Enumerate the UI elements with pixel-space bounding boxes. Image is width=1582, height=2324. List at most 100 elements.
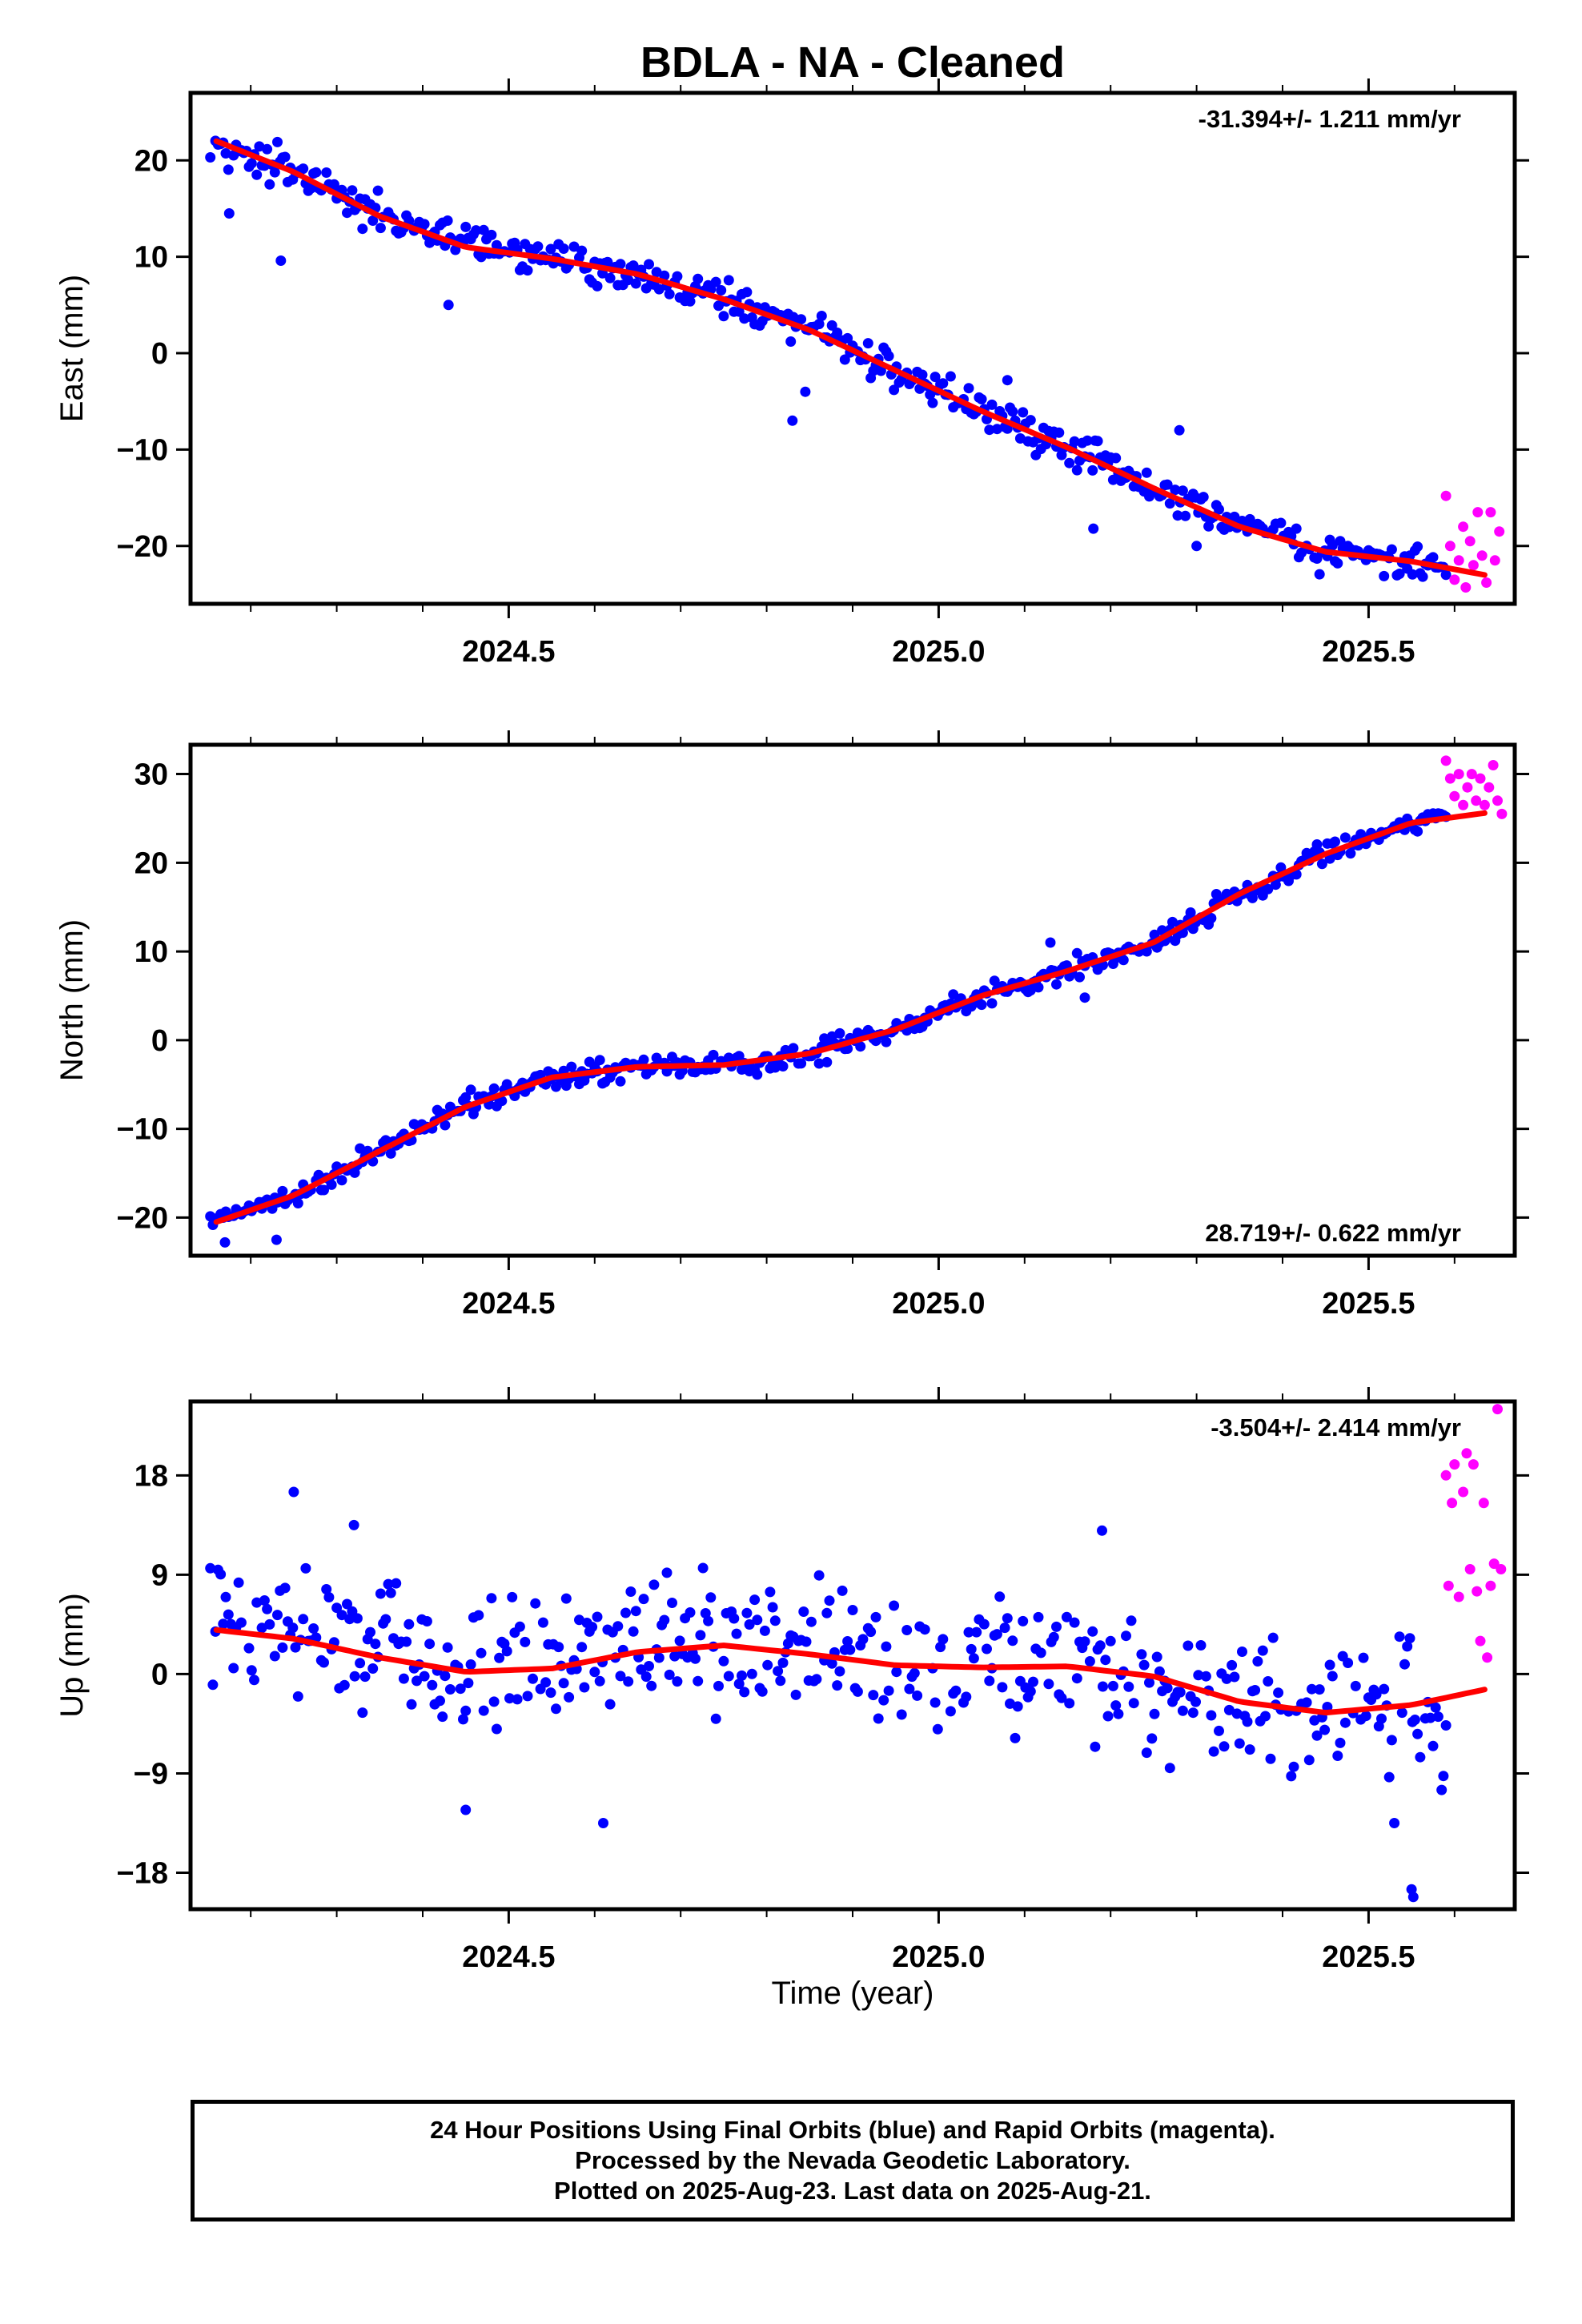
- final-orbit-point: [777, 1061, 789, 1072]
- rapid-orbit-point: [1468, 560, 1479, 571]
- final-orbit-point: [986, 399, 998, 410]
- final-orbit-point: [272, 136, 283, 147]
- final-orbit-point: [287, 1622, 299, 1634]
- final-orbit-point: [406, 1699, 417, 1710]
- final-orbit-point: [1123, 1681, 1134, 1692]
- final-orbit-point: [640, 1671, 652, 1683]
- final-orbit-point: [976, 999, 987, 1011]
- final-orbit-point: [476, 1647, 487, 1659]
- final-orbit-point: [460, 1705, 472, 1716]
- final-orbit-point: [1440, 1720, 1452, 1731]
- final-orbit-point: [1128, 1698, 1139, 1709]
- rapid-orbit-point: [1494, 526, 1505, 537]
- rapid-orbit-point: [1485, 1580, 1496, 1591]
- final-orbit-point: [1185, 907, 1196, 918]
- rapid-orbit-point: [1440, 490, 1452, 501]
- final-orbit-point: [1355, 829, 1367, 840]
- final-orbit-point: [522, 265, 533, 276]
- fit-line-east: [213, 138, 1488, 578]
- final-orbit-point: [496, 1096, 508, 1107]
- final-orbit-point: [961, 1691, 972, 1703]
- final-orbit-point: [537, 1617, 548, 1628]
- rate-label-north: 28.719+/- 0.622 mm/yr: [1205, 1219, 1461, 1247]
- final-orbit-point: [938, 1634, 949, 1645]
- final-orbit-point: [1172, 510, 1183, 521]
- final-orbit-point: [1208, 1746, 1219, 1757]
- final-orbit-point: [811, 1674, 822, 1685]
- final-orbit-point: [1187, 1707, 1199, 1719]
- final-orbit-point: [357, 1707, 368, 1719]
- final-orbit-point: [1343, 1658, 1354, 1668]
- final-orbit-point: [741, 287, 753, 298]
- final-orbit-point: [592, 1611, 603, 1622]
- y-tick-label: 0: [151, 1024, 168, 1058]
- final-orbit-point: [875, 365, 886, 376]
- final-orbit-point: [788, 1043, 799, 1054]
- final-orbit-point: [460, 1804, 472, 1815]
- final-orbit-point: [1389, 1818, 1400, 1828]
- y-axis-label-east: East (mm): [54, 275, 90, 422]
- final-orbit-point: [713, 300, 724, 312]
- final-orbit-point: [842, 332, 853, 344]
- rapid-orbit-point: [1449, 1459, 1460, 1470]
- final-orbit-point: [1098, 1681, 1108, 1692]
- final-orbit-point: [465, 1084, 476, 1096]
- rapid-orbit-point: [1464, 536, 1476, 547]
- rapid-orbit-point: [1489, 555, 1500, 566]
- final-orbit-point: [1345, 848, 1356, 859]
- final-orbit-point: [1407, 1892, 1419, 1903]
- final-orbit-point: [1229, 1671, 1240, 1683]
- final-orbit-point: [1396, 1707, 1407, 1719]
- final-orbit-point: [1316, 858, 1327, 870]
- final-orbit-point: [845, 1644, 856, 1655]
- rapid-orbit-point: [1447, 1498, 1458, 1509]
- final-orbit-point: [1211, 889, 1222, 899]
- final-orbit-point: [1335, 1737, 1346, 1748]
- final-orbit-point: [1162, 479, 1173, 490]
- final-orbit-point: [963, 1626, 974, 1638]
- final-orbit-point: [522, 1691, 533, 1702]
- rapid-orbit-point: [1496, 808, 1508, 819]
- final-orbit-point: [336, 1175, 347, 1186]
- final-orbit-point: [1288, 1761, 1299, 1772]
- final-orbit-point: [1074, 971, 1085, 983]
- final-orbit-point: [729, 1613, 740, 1624]
- final-orbit-point: [1007, 406, 1018, 417]
- final-orbit-point: [1141, 946, 1152, 957]
- x-tick-label: 2025.5: [1322, 635, 1415, 669]
- final-orbit-point: [1149, 1708, 1160, 1719]
- final-orbit-point: [1438, 1771, 1449, 1782]
- final-orbit-point: [262, 1603, 273, 1614]
- y-tick-label: 20: [135, 846, 168, 880]
- final-orbit-point: [1407, 569, 1418, 580]
- final-orbit-point: [615, 1671, 626, 1682]
- final-orbit-point: [558, 1678, 569, 1689]
- final-orbit-point: [739, 1687, 750, 1698]
- rapid-orbit-point: [1453, 769, 1464, 780]
- final-orbit-point: [731, 1628, 742, 1639]
- final-orbit-point: [349, 1671, 360, 1682]
- final-orbit-point: [558, 243, 569, 254]
- final-orbit-point: [785, 336, 797, 347]
- final-orbit-point: [1203, 521, 1215, 532]
- final-orbit-point: [1332, 1751, 1343, 1761]
- final-orbit-point: [834, 1027, 845, 1039]
- final-orbit-point: [1206, 1710, 1217, 1721]
- final-orbit-point: [1265, 1753, 1276, 1764]
- points-group-east: [205, 135, 1505, 593]
- final-orbit-point: [1206, 913, 1217, 923]
- final-orbit-point: [945, 371, 956, 382]
- final-orbit-point: [1267, 1632, 1279, 1643]
- final-orbit-point: [816, 311, 827, 321]
- final-orbit-point: [1332, 557, 1343, 569]
- final-orbit-point: [999, 1622, 1010, 1634]
- final-orbit-point: [380, 1614, 391, 1625]
- fit-line-north: [213, 810, 1488, 1225]
- final-orbit-point: [1263, 883, 1274, 895]
- final-orbit-point: [1170, 485, 1181, 496]
- final-orbit-point: [1118, 955, 1129, 966]
- final-orbit-point: [279, 151, 291, 163]
- rapid-orbit-point: [1458, 521, 1469, 533]
- rapid-orbit-point: [1444, 541, 1456, 552]
- final-orbit-point: [1144, 1677, 1154, 1688]
